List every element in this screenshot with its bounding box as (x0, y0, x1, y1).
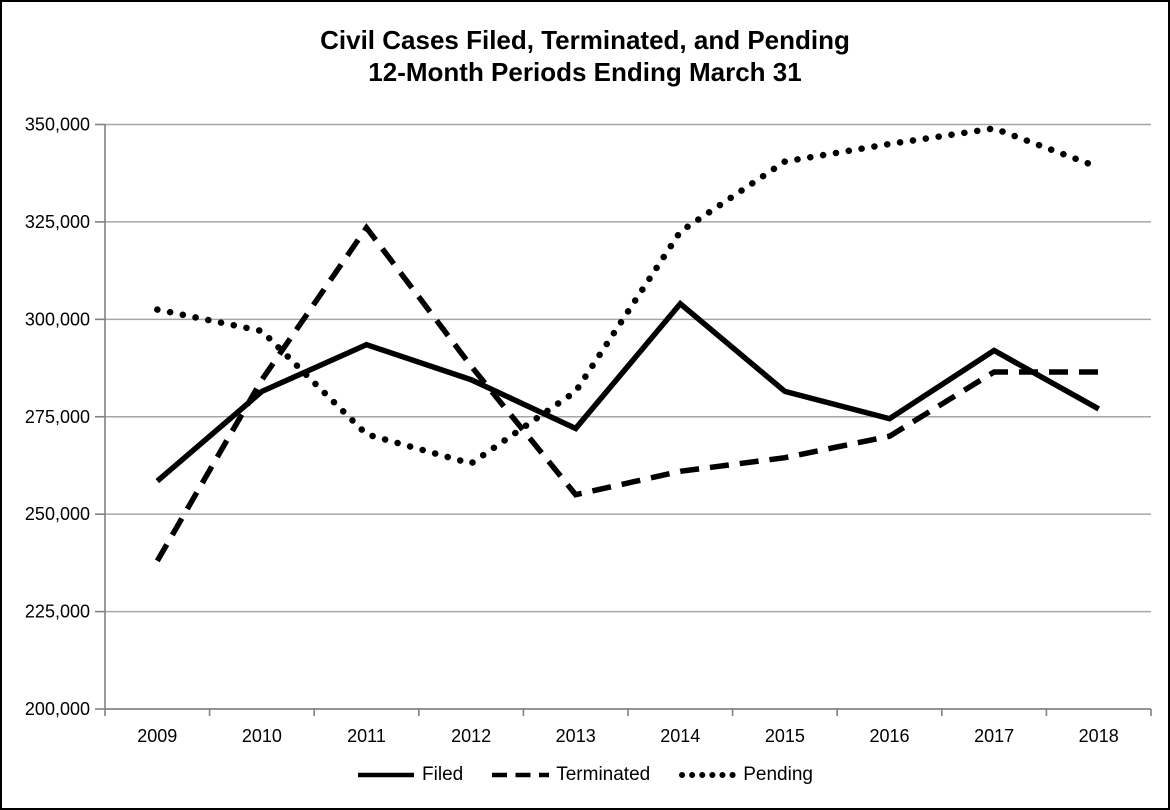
chart-header: Civil Cases Filed, Terminated, and Pendi… (2, 24, 1168, 88)
chart-subtitle: 12-Month Periods Ending March 31 (368, 57, 802, 87)
y-tick-label: 325,000 (25, 212, 90, 232)
series-line-pending (154, 125, 1102, 468)
legend-item-filed: Filed (357, 764, 463, 786)
legend-label-filed: Filed (422, 764, 464, 785)
x-tick-label: 2009 (137, 726, 177, 746)
chart-title: Civil Cases Filed, Terminated, and Pendi… (320, 25, 850, 55)
x-tick-label: 2010 (242, 726, 282, 746)
legend-label-pending: Pending (743, 764, 813, 785)
y-tick-label: 200,000 (25, 699, 90, 719)
y-tick-label: 250,000 (25, 504, 90, 524)
y-tick-label: 300,000 (25, 309, 90, 329)
legend-item-pending: Pending (678, 764, 813, 786)
x-tick-label: 2017 (974, 726, 1014, 746)
x-tick-label: 2014 (660, 726, 700, 746)
x-tick-label: 2012 (451, 726, 491, 746)
x-tick-label: 2011 (347, 726, 386, 746)
x-tick-label: 2015 (765, 726, 805, 746)
x-tick-label: 2018 (1079, 726, 1119, 746)
filed-line-swatch-icon (358, 772, 415, 778)
series-line-terminated (154, 223, 1099, 563)
series-line-filed (155, 299, 1101, 484)
x-tick-label: 2016 (869, 726, 909, 746)
y-tick-label: 275,000 (25, 407, 90, 427)
legend-label-terminated: Terminated (556, 764, 651, 785)
x-tick-label: 2013 (556, 726, 596, 746)
legend-item-terminated: Terminated (491, 764, 650, 786)
pending-line-swatch-icon (679, 772, 737, 778)
terminated-line-swatch-icon (492, 772, 550, 778)
y-tick-label: 350,000 (25, 115, 90, 135)
chart-legend: Filed Terminated Pending (2, 764, 1168, 786)
y-tick-label: 225,000 (25, 602, 90, 622)
